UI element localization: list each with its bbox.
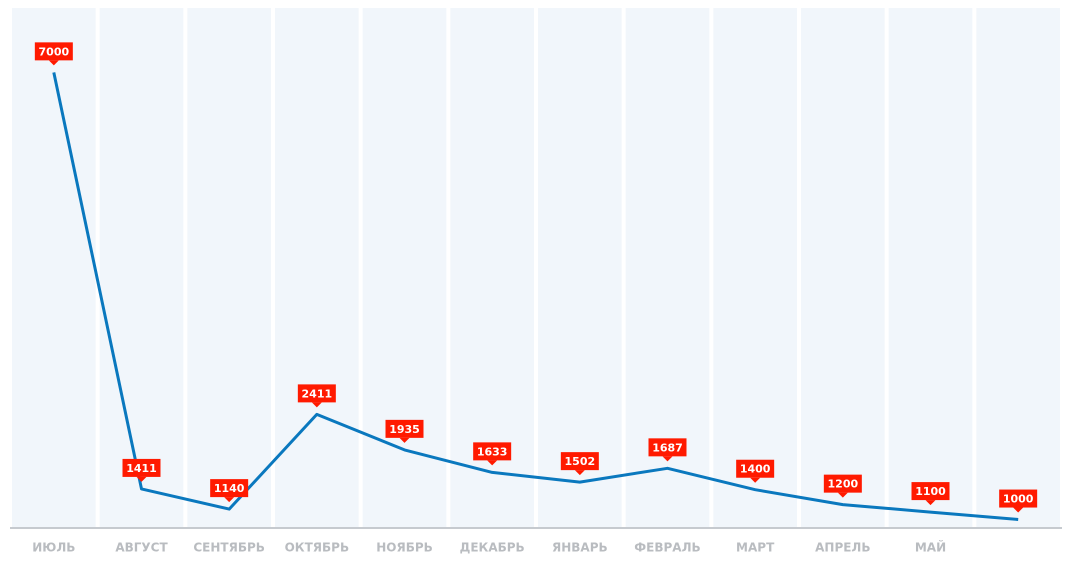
value-label-box	[911, 482, 950, 501]
value-label: 1633	[473, 442, 512, 466]
value-label-box	[34, 42, 73, 61]
value-label: 1687	[648, 438, 687, 462]
column-band	[99, 8, 184, 527]
x-tick-label: МАРТ	[736, 541, 775, 555]
value-label-text: 1633	[477, 445, 508, 458]
value-label-box	[823, 474, 862, 493]
value-label: 1502	[560, 452, 599, 476]
value-label-text: 1140	[214, 482, 245, 495]
value-label-pointer	[487, 460, 498, 466]
x-tick-label: ЯНВАРЬ	[552, 541, 608, 555]
column-band	[888, 8, 973, 527]
line	[52, 72, 1019, 521]
value-label-text: 1200	[828, 478, 859, 491]
value-label-text: 1687	[652, 441, 683, 454]
value-label: 1000	[999, 489, 1038, 513]
value-label-pointer	[311, 402, 322, 408]
column-band	[538, 8, 622, 527]
column-band	[450, 8, 534, 527]
value-label: 1200	[823, 474, 862, 498]
x-tick-label: АВГУСТ	[115, 541, 168, 555]
x-tick-label: ИЮЛЬ	[32, 541, 75, 555]
value-label-pointer	[48, 60, 59, 66]
value-label-pointer	[1013, 507, 1024, 513]
value-label-pointer	[399, 437, 410, 443]
column-band	[12, 8, 96, 527]
value-label-pointer	[224, 497, 235, 503]
value-label-pointer	[925, 500, 936, 506]
x-tick-label: ДЕКАБРЬ	[460, 541, 525, 555]
value-label: 1411	[122, 458, 161, 482]
value-label: 1935	[385, 419, 424, 443]
x-tick-label: МАЙ	[915, 540, 946, 555]
column-band	[187, 8, 271, 527]
value-label-box	[999, 489, 1038, 508]
value-label-text: 1411	[126, 462, 157, 475]
x-tick-label: НОЯБРЬ	[376, 541, 433, 555]
x-tick-label: ФЕВРАЛЬ	[634, 541, 700, 555]
value-label-box	[297, 384, 336, 403]
value-label: 7000	[34, 42, 73, 66]
value-label-pointer	[837, 492, 848, 498]
x-tick-label: АПРЕЛЬ	[815, 541, 870, 555]
value-label-text: 1400	[740, 463, 771, 476]
value-label-pointer	[136, 476, 147, 482]
value-label: 1100	[911, 482, 950, 506]
value-label: 1140	[210, 479, 249, 503]
value-label-pointer	[574, 470, 585, 476]
column-band	[275, 8, 359, 527]
value-label-box	[736, 459, 775, 478]
x-tick-label: ОКТЯБРЬ	[285, 541, 350, 555]
value-label-box	[473, 442, 512, 461]
value-label-text: 1000	[1003, 493, 1034, 506]
value-label-text: 1935	[389, 423, 420, 436]
value-label-text: 1100	[915, 485, 946, 498]
column-band	[713, 8, 797, 527]
value-label-box	[122, 458, 161, 477]
value-label-text: 1502	[565, 455, 596, 468]
value-label-box	[385, 419, 424, 438]
column-band	[976, 8, 1060, 527]
value-label: 1400	[736, 459, 775, 483]
value-label-box	[560, 452, 599, 471]
x-tick-label: СЕНТЯБРЬ	[193, 541, 265, 555]
value-label-text: 7000	[39, 45, 70, 58]
value-label-pointer	[750, 477, 761, 483]
value-label-box	[210, 479, 249, 498]
value-label-text: 2411	[302, 387, 333, 400]
column-band	[801, 8, 885, 527]
value-label-box	[648, 438, 687, 457]
value-label-pointer	[662, 456, 673, 462]
value-label: 2411	[297, 384, 336, 408]
